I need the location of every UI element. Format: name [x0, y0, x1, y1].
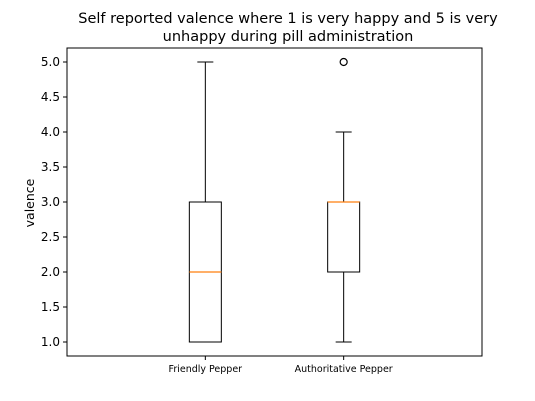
- x-axis-ticks: Friendly Pepper Authoritative Pepper: [169, 356, 393, 375]
- y-tick-label: 5.0: [41, 55, 60, 69]
- y-tick-label: 4.0: [41, 125, 60, 139]
- box-1: [188, 61, 222, 343]
- y-axis-ticks: 1.0 1.5 2.0 2.5 3.0 3.5 4.0 4.5 5.0: [41, 55, 67, 349]
- y-tick-label: 1.0: [41, 335, 60, 349]
- iqr-box: [327, 201, 361, 273]
- y-tick-label: 1.5: [41, 300, 60, 314]
- plot-area-frame: [66, 47, 483, 357]
- outlier-point: [339, 57, 348, 67]
- y-axis-label: valence: [22, 178, 37, 227]
- box-2: [327, 57, 361, 343]
- x-tick-label: Authoritative Pepper: [295, 364, 393, 375]
- x-tick-label: Friendly Pepper: [169, 364, 243, 375]
- y-tick-label: 3.5: [41, 160, 60, 174]
- y-tick-label: 3.0: [41, 195, 60, 209]
- y-tick-label: 2.5: [41, 230, 60, 244]
- y-tick-label: 2.0: [41, 265, 60, 279]
- chart-title-line-2: unhappy during pill administration: [163, 29, 414, 45]
- chart-title-line-1: Self reported valence where 1 is very ha…: [78, 11, 498, 27]
- box-series: [188, 57, 361, 343]
- y-tick-label: 4.5: [41, 90, 60, 104]
